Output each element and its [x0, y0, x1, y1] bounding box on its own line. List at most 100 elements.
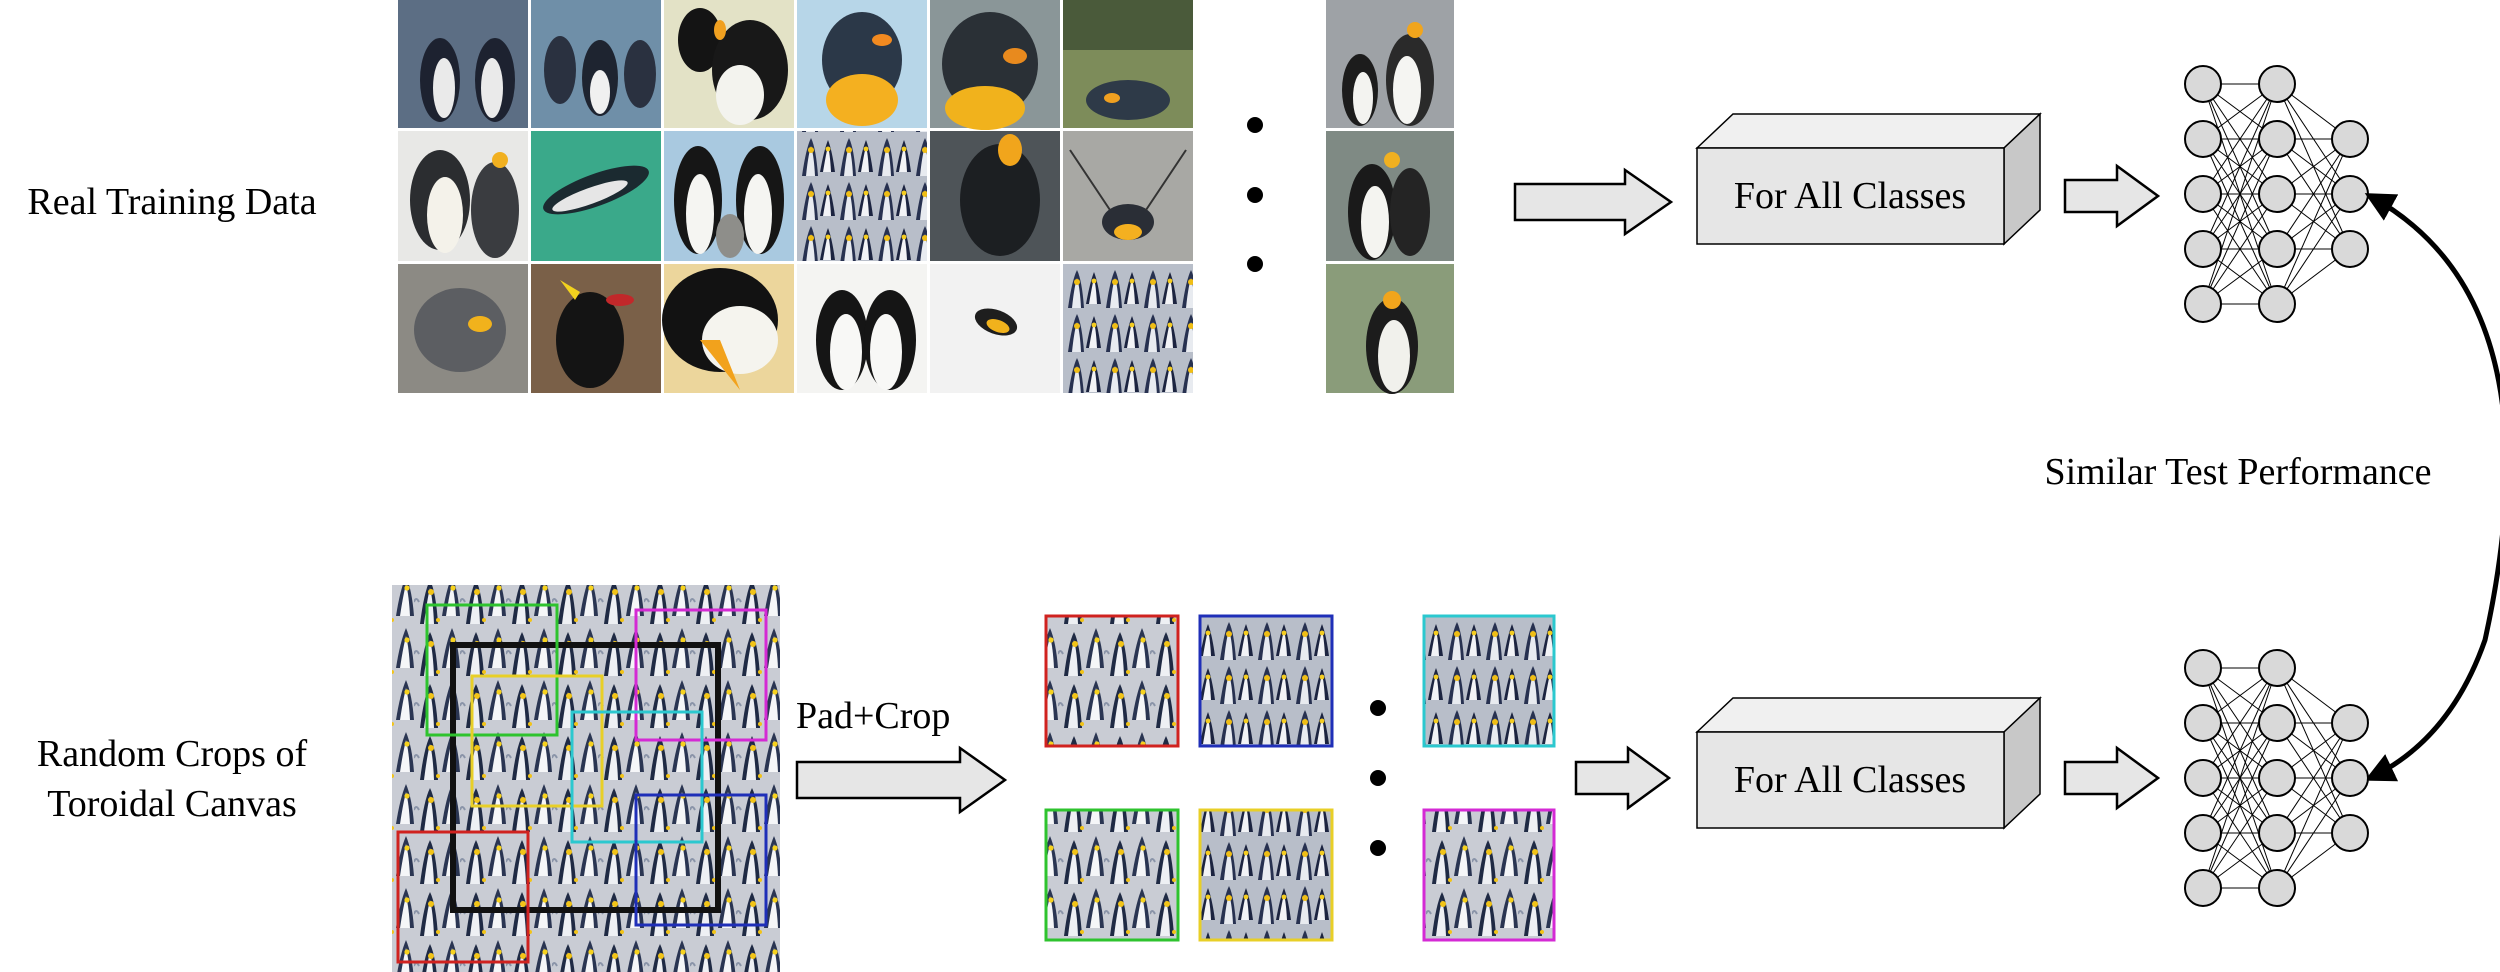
arrow-right-icon [795, 745, 1008, 815]
training-image [531, 0, 661, 128]
for-all-classes-label-top: For All Classes [1734, 175, 1966, 217]
arrow-right-icon [1574, 745, 1672, 811]
network-node [2331, 120, 2369, 158]
network-edge [2276, 138, 2351, 305]
label-pad-crop: Pad+Crop [796, 695, 950, 737]
network-edge [2202, 667, 2278, 834]
arrow-right-icon [2063, 163, 2161, 229]
ellipsis-dot [1370, 700, 1386, 716]
network-edge [2276, 777, 2351, 889]
crop-box-red [396, 830, 530, 964]
training-image [1326, 264, 1454, 394]
ellipsis-dot [1370, 770, 1386, 786]
network-edge [2202, 777, 2278, 889]
network-edge [2202, 83, 2278, 250]
arrow-right-icon [1513, 167, 1674, 237]
training-image [398, 0, 528, 128]
training-image-grid [398, 0, 1454, 394]
crop-box-blue [634, 793, 768, 927]
label-similar-test-performance: Similar Test Performance [2044, 451, 2431, 493]
network-node [2258, 120, 2296, 158]
training-image [1326, 131, 1454, 261]
network-node [2184, 65, 2222, 103]
training-image [930, 131, 1060, 261]
network-edge [2202, 722, 2278, 889]
training-image [398, 264, 528, 393]
arrow-right-icon [2063, 745, 2161, 811]
similarity-curved-arrow [2364, 193, 2500, 782]
network-node [2258, 704, 2296, 742]
training-image [662, 264, 794, 393]
crop-samples [1044, 614, 1556, 942]
network-edge [2202, 138, 2278, 305]
crop-box-green [425, 603, 559, 737]
training-image [1063, 131, 1193, 261]
network-edge [2202, 83, 2278, 305]
network-node [2258, 649, 2296, 687]
crop-sample-green [1044, 808, 1180, 942]
crop-sample-magenta [1422, 808, 1556, 942]
toroidal-canvas [392, 585, 780, 972]
network-node [2331, 704, 2369, 742]
training-image [1063, 264, 1193, 393]
training-image [930, 264, 1060, 393]
network-node [2184, 120, 2222, 158]
crop-sample-red [1044, 614, 1180, 748]
network-node [2258, 285, 2296, 323]
network-edge [2202, 193, 2278, 305]
ellipsis-dot [1247, 256, 1263, 272]
network-node [2184, 175, 2222, 213]
network-edge [2276, 722, 2351, 834]
network-node [2184, 230, 2222, 268]
neural-network-top [2184, 65, 2369, 323]
ellipsis-dot [1370, 840, 1386, 856]
network-node [2184, 704, 2222, 742]
training-image [797, 131, 927, 261]
ellipsis-dot [1247, 117, 1263, 133]
network-node [2258, 65, 2296, 103]
network-node [2184, 869, 2222, 907]
network-edge [2276, 138, 2351, 250]
training-image [531, 131, 661, 261]
network-node [2184, 649, 2222, 687]
training-image [797, 0, 927, 128]
network-node [2258, 759, 2296, 797]
for-all-classes-box-top: For All Classes [1695, 112, 2042, 246]
for-all-classes-box-bottom: For All Classes [1695, 696, 2042, 830]
network-node [2331, 175, 2369, 213]
training-image [398, 131, 528, 261]
training-image [1326, 0, 1454, 128]
network-edge [2202, 667, 2278, 779]
training-image [664, 131, 794, 261]
network-node [2331, 814, 2369, 852]
training-image [531, 264, 661, 393]
network-node [2184, 759, 2222, 797]
crop-sample-cyan [1422, 614, 1556, 748]
training-image [797, 264, 927, 393]
training-image [1063, 0, 1193, 128]
network-node [2184, 285, 2222, 323]
network-node [2258, 230, 2296, 268]
training-image [664, 0, 794, 128]
network-node [2258, 814, 2296, 852]
network-node [2331, 230, 2369, 268]
for-all-classes-label-bottom: For All Classes [1734, 759, 1966, 801]
label-random-crops-line2: Toroidal Canvas [47, 783, 297, 825]
crop-box-yellow [470, 674, 604, 808]
neural-network-bottom [2184, 649, 2369, 907]
label-real-training-data: Real Training Data [27, 181, 316, 223]
network-edge [2202, 83, 2278, 195]
network-node [2331, 759, 2369, 797]
network-edge [2202, 667, 2278, 889]
label-random-crops-line1: Random Crops of [37, 733, 308, 775]
network-edge [2276, 193, 2351, 305]
network-node [2184, 814, 2222, 852]
crop-sample-blue [1198, 614, 1334, 748]
crop-box-black [450, 642, 721, 913]
network-edge [2276, 722, 2351, 889]
network-node [2258, 175, 2296, 213]
network-node [2258, 869, 2296, 907]
ellipsis-dot [1247, 187, 1263, 203]
crop-sample-yellow [1198, 808, 1334, 942]
